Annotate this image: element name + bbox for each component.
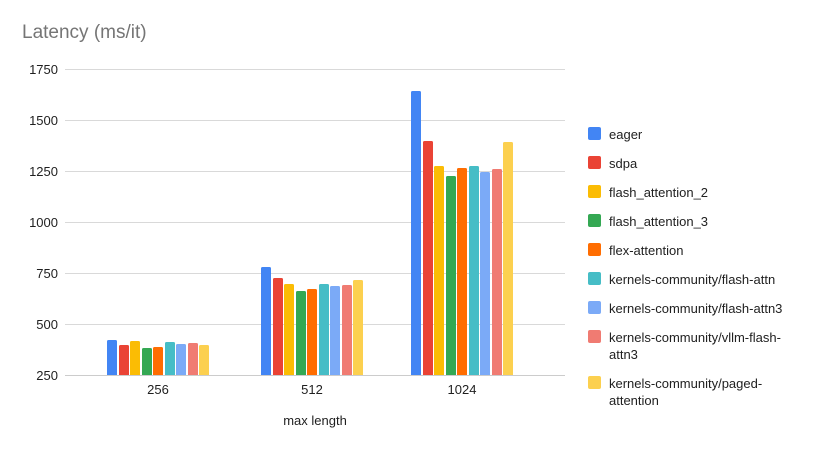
bar-sdpa-512[interactable] bbox=[272, 278, 283, 375]
bar-kernels-community-flash-attn-256[interactable] bbox=[164, 342, 175, 375]
chart-title: Latency (ms/it) bbox=[22, 22, 147, 43]
legend-item-flash-attention-2[interactable]: flash_attention_2 bbox=[588, 184, 800, 201]
bar-flash-attention-3-1024[interactable] bbox=[445, 175, 456, 375]
legend-swatch-flex-attention bbox=[588, 243, 601, 256]
legend-label-flex-attention: flex-attention bbox=[609, 243, 684, 258]
legend-swatch-eager bbox=[588, 127, 601, 140]
y-tick-label-1500: 1500 bbox=[29, 113, 58, 128]
legend-item-kernels-community-flash-attn[interactable]: kernels-community/flash-attn bbox=[588, 271, 800, 288]
legend-label-kernels-community-flash-attn3: kernels-community/flash-attn3 bbox=[609, 301, 783, 316]
y-tick-label-1250: 1250 bbox=[29, 164, 58, 179]
x-tick-label-512: 512 bbox=[301, 382, 323, 397]
legend-item-flex-attention[interactable]: flex-attention bbox=[588, 242, 800, 259]
legend-swatch-flash-attention-2 bbox=[588, 185, 601, 198]
bar-kernels-community-vllm-flash-attn3-256[interactable] bbox=[187, 342, 198, 375]
bar-sdpa-256[interactable] bbox=[118, 345, 129, 375]
x-tick-label-256: 256 bbox=[147, 382, 169, 397]
bar-group-512 bbox=[261, 266, 363, 375]
gridline-1750 bbox=[65, 69, 565, 70]
legend-item-eager[interactable]: eager bbox=[588, 126, 800, 143]
legend-label-sdpa: sdpa bbox=[609, 156, 638, 171]
bar-flash-attention-2-1024[interactable] bbox=[434, 165, 444, 375]
bar-kernels-community-flash-attn-512[interactable] bbox=[318, 283, 329, 375]
bar-flex-attention-512[interactable] bbox=[307, 289, 317, 375]
legend-item-kernels-community-vllm-flash-attn3[interactable]: kernels-community/vllm-flash-attn3 bbox=[588, 329, 800, 363]
legend: eager sdpa flash_attention_2 flash_attentio… bbox=[588, 126, 800, 409]
x-tick-label-1024: 1024 bbox=[447, 382, 477, 397]
legend-label-kernels-community-vllm-flash-attn3: kernels-community/vllm-flash-attn3 bbox=[609, 330, 781, 362]
bar-flash-attention-2-256[interactable] bbox=[130, 341, 140, 375]
gridline-1500 bbox=[65, 120, 565, 121]
bar-flex-attention-1024[interactable] bbox=[457, 167, 467, 375]
gridline-750 bbox=[65, 273, 565, 274]
bar-flash-attention-3-512[interactable] bbox=[295, 290, 306, 375]
legend-item-sdpa[interactable]: sdpa bbox=[588, 155, 800, 172]
y-tick-label-1000: 1000 bbox=[29, 215, 58, 230]
legend-swatch-kernels-community-flash-attn3 bbox=[588, 301, 601, 314]
legend-item-flash-attention-3[interactable]: flash_attention_3 bbox=[588, 213, 800, 230]
bar-kernels-community-paged-attention-256[interactable] bbox=[199, 345, 209, 375]
legend-swatch-kernels-community-paged-attention bbox=[588, 376, 601, 389]
legend-item-kernels-community-flash-attn3[interactable]: kernels-community/flash-attn3 bbox=[588, 300, 800, 317]
bar-eager-512[interactable] bbox=[261, 266, 271, 375]
bar-kernels-community-flash-attn3-1024[interactable] bbox=[480, 172, 490, 375]
legend-label-kernels-community-flash-attn: kernels-community/flash-attn bbox=[609, 272, 776, 287]
plot-area bbox=[65, 69, 565, 376]
legend-label-flash-attention-2: flash_attention_2 bbox=[609, 185, 709, 200]
bar-group-1024 bbox=[411, 91, 513, 375]
legend-item-kernels-community-paged-attention[interactable]: kernels-community/paged-attention bbox=[588, 375, 800, 409]
bar-sdpa-1024[interactable] bbox=[422, 140, 433, 375]
bar-kernels-community-flash-attn-1024[interactable] bbox=[468, 165, 479, 375]
gridline-1250 bbox=[65, 171, 565, 172]
bar-group-256 bbox=[107, 340, 209, 375]
y-tick-label-500: 500 bbox=[36, 317, 58, 332]
legend-swatch-kernels-community-vllm-flash-attn3 bbox=[588, 330, 601, 343]
legend-label-eager: eager bbox=[609, 127, 643, 142]
bar-flash-attention-2-512[interactable] bbox=[284, 284, 294, 375]
bar-flex-attention-256[interactable] bbox=[153, 346, 163, 375]
bar-kernels-community-flash-attn3-512[interactable] bbox=[330, 285, 340, 375]
legend-swatch-kernels-community-flash-attn bbox=[588, 272, 601, 285]
legend-label-flash-attention-3: flash_attention_3 bbox=[609, 214, 709, 229]
bar-kernels-community-vllm-flash-attn3-512[interactable] bbox=[341, 285, 352, 375]
bar-eager-1024[interactable] bbox=[411, 91, 421, 375]
bar-flash-attention-3-256[interactable] bbox=[141, 348, 152, 375]
gridline-250 bbox=[65, 375, 565, 376]
legend-swatch-flash-attention-3 bbox=[588, 214, 601, 227]
bar-kernels-community-paged-attention-512[interactable] bbox=[353, 279, 363, 375]
y-tick-label-750: 750 bbox=[36, 266, 58, 281]
y-tick-label-250: 250 bbox=[36, 368, 58, 383]
bar-kernels-community-paged-attention-1024[interactable] bbox=[503, 142, 513, 375]
bar-kernels-community-vllm-flash-attn3-1024[interactable] bbox=[491, 169, 502, 375]
y-tick-label-1750: 1750 bbox=[29, 62, 58, 77]
bar-eager-256[interactable] bbox=[107, 340, 117, 375]
x-axis-title: max length bbox=[283, 413, 347, 428]
legend-label-kernels-community-paged-attention: kernels-community/paged-attention bbox=[609, 376, 763, 408]
bar-kernels-community-flash-attn3-256[interactable] bbox=[176, 343, 186, 375]
legend-swatch-sdpa bbox=[588, 156, 601, 169]
gridline-1000 bbox=[65, 222, 565, 223]
